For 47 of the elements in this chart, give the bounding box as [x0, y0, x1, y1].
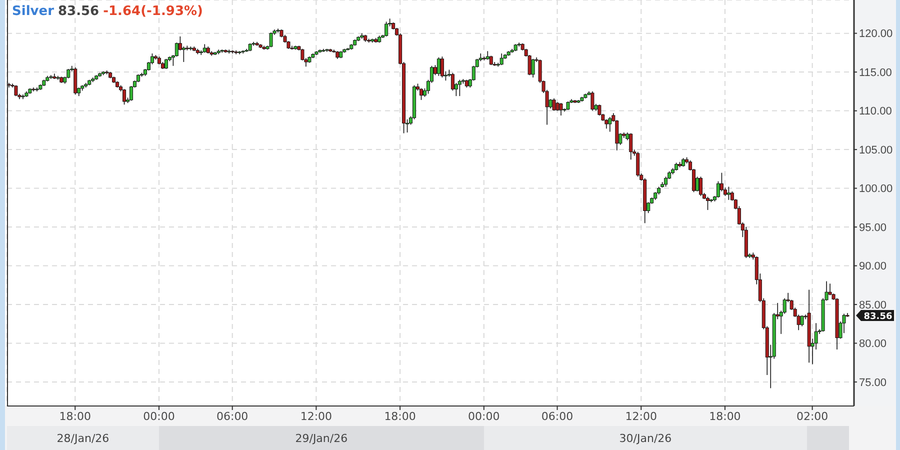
y-tick-label: 110.00 [859, 106, 892, 118]
y-tick-label: 105.00 [859, 144, 893, 156]
y-tick-label: 75.00 [859, 376, 887, 389]
y-tick-label: 85.00 [859, 299, 887, 312]
candlestick [608, 116, 612, 132]
candlestick [629, 132, 633, 160]
candlestick [14, 84, 18, 96]
candlestick [531, 58, 535, 78]
y-tick-label: 80.00 [859, 338, 887, 350]
x-tick-label: 12:00 [300, 410, 332, 423]
candlestick [436, 56, 440, 76]
candlestick [182, 46, 186, 62]
x-tick-label: 18:00 [59, 410, 91, 423]
x-tick-label: 18:00 [709, 410, 741, 423]
text: 83.56 [864, 312, 892, 322]
candlestick [164, 58, 168, 70]
candlestick [384, 21, 388, 37]
chart-title: Silver 83.56 -1.64(-1.93%) [12, 4, 203, 19]
x-tick-label: 00:00 [143, 410, 175, 423]
candlestick [706, 196, 710, 210]
text: 29/Jan/26 [295, 432, 348, 444]
candlestick [590, 91, 594, 112]
candlestick [458, 79, 462, 96]
x-tick-label: 02:00 [796, 410, 828, 423]
candlestick [559, 102, 563, 116]
x-tick-label: 00:00 [468, 410, 500, 423]
candlestick [726, 186, 730, 200]
y-tick-label: 120.00 [859, 28, 893, 40]
candlestick [699, 176, 703, 196]
x-tick-label: 06:00 [541, 410, 574, 423]
x-tick-label: 18:00 [384, 410, 416, 423]
y-tick-label: 95.00 [859, 222, 887, 234]
candlestick [500, 53, 504, 66]
y-tick-label: 100.00 [859, 183, 893, 196]
y-tick-label: 115.00 [859, 66, 892, 79]
x-tick-label: 12:00 [625, 410, 657, 423]
candlestick [420, 88, 424, 100]
candlestick [440, 56, 444, 78]
candlestick [552, 98, 556, 112]
candlestick [122, 88, 126, 105]
candlestick [800, 314, 804, 327]
candlestick [269, 32, 273, 48]
text: 28/Jan/26 [56, 432, 110, 444]
y-tick-label: 90.00 [859, 260, 887, 273]
candlestick [636, 151, 640, 178]
x-tick-label: 06:00 [216, 410, 248, 423]
text: 30/Jan/26 [619, 432, 672, 444]
